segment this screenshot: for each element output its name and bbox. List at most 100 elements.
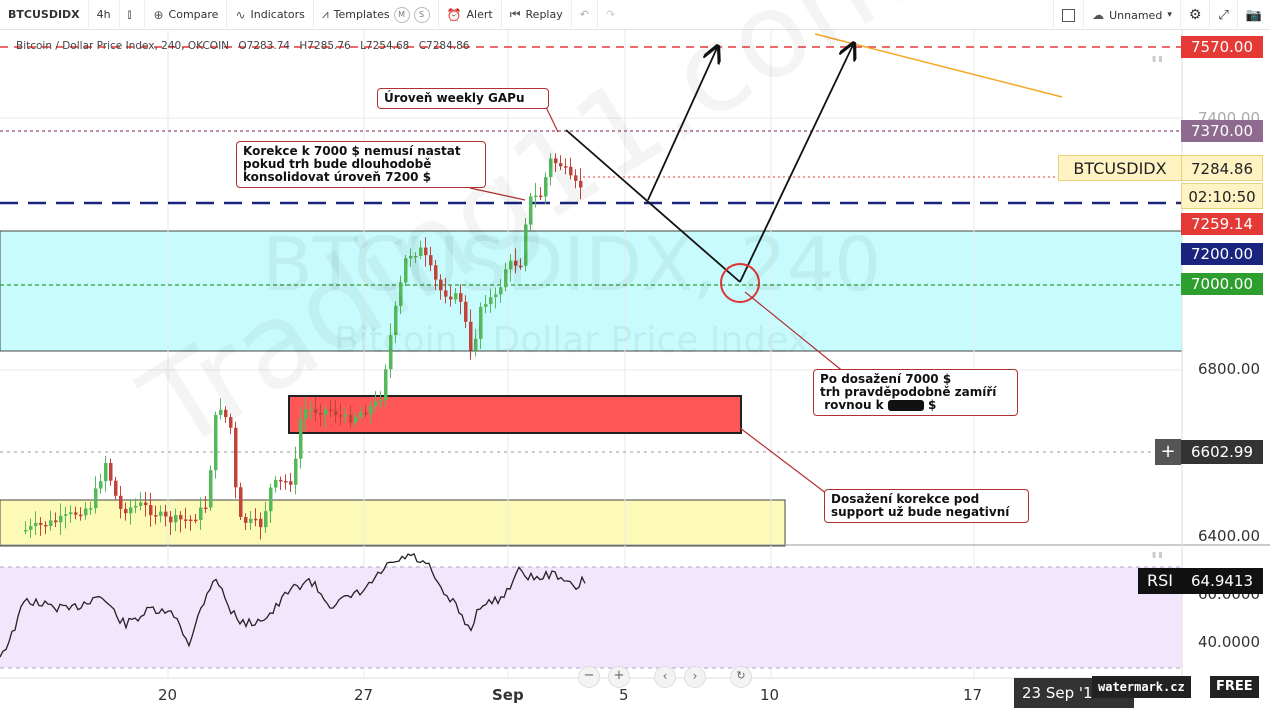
price-label-7000[interactable]: 7000.00 [1181,273,1263,295]
fullscreen-toggle[interactable] [1053,0,1085,30]
candle-body [519,265,523,268]
candle-body [514,260,518,266]
legend-low: L7254.68 [360,40,410,52]
candle-body [504,269,508,288]
candle-body [124,508,128,514]
layout-name-button[interactable]: ☁ Unnamed ▾ [1084,0,1181,30]
candle-body [524,224,528,266]
pane-buttons-top[interactable]: ▮▮ [1152,54,1165,63]
weekly-gap-note[interactable]: Úroveň weekly GAPu [377,88,549,109]
candle-body [329,409,333,411]
price-label-7570[interactable]: 7570.00 [1181,36,1263,58]
candle-body [34,523,38,527]
rsi-label: RSI [1138,568,1182,594]
gear-icon: ⚙ [1188,7,1202,23]
candle-body [194,519,198,522]
candle-body [534,195,538,198]
reset-chart-button[interactable]: ↻ [730,666,752,688]
candle-body [74,512,78,515]
watermark-symbol: BTCUSDIDX, 240 [262,222,882,308]
template-s-badge[interactable]: S [413,6,430,23]
candle-body [254,518,258,521]
candle-body [529,196,533,225]
snapshot-button[interactable]: 📷 [1238,0,1270,30]
candle-body [239,487,243,517]
price-label-7200[interactable]: 7200.00 [1181,243,1263,265]
candle-body [479,306,483,339]
candle-body [104,463,108,482]
candle-body [214,414,218,471]
candle-body [474,338,478,351]
target-text-2: trh pravděpodobně zamíří [820,385,997,399]
drop-to-7000-line[interactable] [565,129,741,283]
candle-body [49,520,53,527]
indicators-button[interactable]: ∿ Indicators [227,0,314,30]
bounce-at-7200-arrow[interactable] [647,48,717,201]
candle-body [394,305,398,336]
candle-body [149,505,153,516]
candle-body [99,481,103,489]
candle-body [139,502,143,506]
redo-button[interactable]: ↷ [598,0,623,30]
candle-body [564,166,568,168]
candle-body [484,304,488,307]
crosshair-plus-icon[interactable]: + [1155,439,1181,465]
candle-body [494,294,498,298]
symbol-tag: BTCUSDIDX [1058,155,1182,181]
settings-button[interactable]: ⚙ [1181,0,1211,30]
price-chart[interactable] [0,30,1270,708]
candles-icon: ⫾ [127,7,132,21]
price-label-7259[interactable]: 7259.14 [1181,213,1263,235]
camera-icon: 📷 [1245,7,1262,23]
alert-button[interactable]: ⏰ Alert [439,0,502,30]
candle-body [184,519,188,521]
price-tick-6400: 6400.00 [1197,527,1260,545]
compare-button[interactable]: ⊕ Compare [145,0,228,30]
templates-button[interactable]: ⩘ Templates M S [314,0,439,30]
zoom-in-button[interactable]: + [608,666,630,688]
candle-body [304,409,308,419]
candle-body [434,265,438,280]
chart-type-button[interactable]: ⫾ [120,0,146,30]
correction-note[interactable]: Korekce k 7000 $ nemusí nastat pokud trh… [236,141,486,188]
red-resistance-zone[interactable] [288,395,742,434]
plus-circle-icon: ⊕ [153,7,164,22]
zoom-out-button[interactable]: − [578,666,600,688]
symbol-search-button[interactable]: BTCUSDIDX [0,0,89,30]
target-note[interactable]: Po dosažení 7000 $ trh pravděpodobně zam… [813,369,1018,416]
candle-body [174,515,178,523]
candle-body [374,401,378,406]
undo-button[interactable]: ↶ [572,0,598,30]
interval-button[interactable]: 4h [89,0,120,30]
maximize-button[interactable]: ⤢ [1210,0,1238,30]
pane-buttons-rsi[interactable]: ▮▮ [1152,550,1165,559]
candle-body [159,511,163,516]
scroll-right-button[interactable]: › [684,666,706,688]
template-m-badge[interactable]: M [393,6,410,23]
candle-body [79,514,83,517]
bounce-at-7000-arrow[interactable] [739,45,853,283]
candle-body [299,418,303,459]
support-note[interactable]: Dosažení korekce pod support už bude neg… [824,489,1029,523]
candle-body [294,458,298,485]
candle-body [179,515,183,520]
candle-body [579,180,583,188]
nav-spacer-2 [714,666,722,688]
candlestick-series [24,153,583,540]
candle-body [409,256,413,259]
target-text-1: Po dosažení 7000 $ [820,372,952,386]
replay-button[interactable]: ⏮ Replay [502,0,572,30]
target-7000-circle[interactable] [720,263,760,303]
price-label-current[interactable]: 7284.86 [1181,155,1263,181]
undo-icon: ↶ [579,8,589,21]
time-tick-27: 27 [354,686,374,704]
price-label-7370[interactable]: 7370.00 [1181,120,1263,142]
scroll-left-button[interactable]: ‹ [654,666,676,688]
candle-body [264,511,268,528]
rsi-line [0,552,586,658]
chart-legend[interactable]: Bitcoin / Dollar Price Index, 240, OKCOI… [16,40,475,52]
candle-body [444,290,448,297]
replay-icon: ⏮ [509,7,521,21]
redacted-block [887,400,924,411]
candle-body [134,505,138,508]
